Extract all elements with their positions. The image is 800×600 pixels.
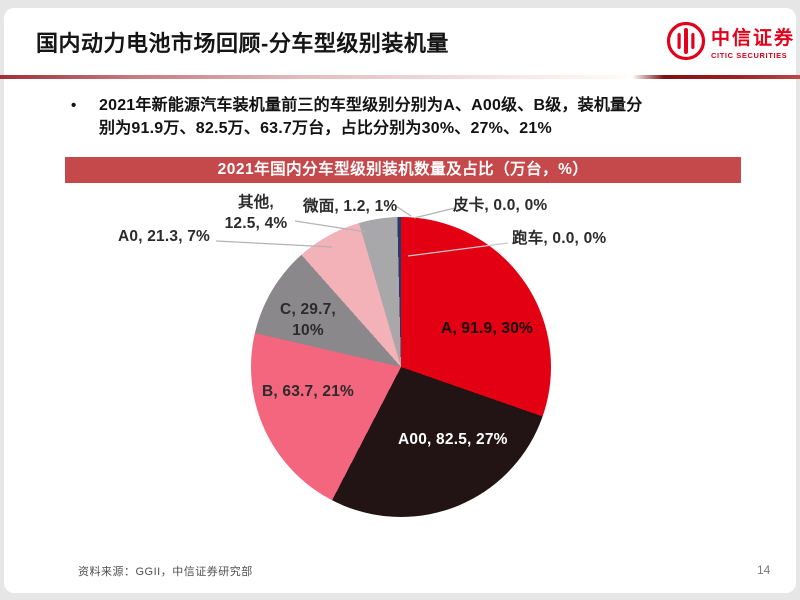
label-c-line1: C, 29.7, bbox=[280, 301, 336, 318]
label-a0-slice: A0, 21.3, 7% bbox=[118, 228, 211, 245]
label-c-slice: C, 29.7, 10% bbox=[268, 299, 348, 341]
page-number: 14 bbox=[757, 563, 771, 577]
logo-cn-text: 中信证券 bbox=[711, 27, 796, 49]
label-b-slice: B, 63.7, 21% bbox=[262, 383, 355, 400]
bullet-text: 2021年新能源汽车装机量前三的车型级别分别为A、A00级、B级，装机量分 别为… bbox=[99, 94, 759, 140]
source-note: 资料来源：GGII，中信证券研究部 bbox=[78, 566, 253, 578]
pie-chart bbox=[251, 217, 551, 517]
title-divider bbox=[0, 75, 800, 79]
bullet-line-2: 别为91.9万、82.5万、63.7万台，占比分别为30%、27%、21% bbox=[99, 120, 552, 137]
citic-logo-icon bbox=[666, 21, 706, 61]
label-a00-slice: A00, 82.5, 27% bbox=[398, 431, 508, 448]
label-paoche-slice: 跑车, 0.0, 0% bbox=[512, 230, 607, 247]
label-weimian-slice: 微面, 1.2, 1% bbox=[303, 198, 398, 215]
citic-logo: 中信证券 CITIC SECURITIES bbox=[666, 21, 795, 61]
chart-banner: 2021年国内分车型级别装机数量及占比（万台，%） bbox=[65, 157, 741, 183]
logo-en-text: CITIC SECURITIES bbox=[711, 50, 788, 60]
chart-banner-title: 2021年国内分车型级别装机数量及占比（万台，%） bbox=[217, 161, 589, 178]
label-c-line2: 10% bbox=[292, 322, 324, 339]
bullet-line-1: 2021年新能源汽车装机量前三的车型级别分别为A、A00级、B级，装机量分 bbox=[99, 97, 643, 114]
label-qita-line2: 12.5, 4% bbox=[224, 215, 288, 232]
bullet-marker: • bbox=[71, 97, 77, 114]
label-pika-slice: 皮卡, 0.0, 0% bbox=[453, 197, 548, 214]
page-title: 国内动力电池市场回顾-分车型级别装机量 bbox=[36, 31, 449, 56]
label-qita-line1: 其他, bbox=[238, 194, 274, 211]
label-a-slice: A, 91.9, 30% bbox=[441, 320, 534, 337]
logo-text: 中信证券 CITIC SECURITIES bbox=[711, 23, 795, 60]
label-qita-slice: 其他, 12.5, 4% bbox=[210, 192, 302, 234]
